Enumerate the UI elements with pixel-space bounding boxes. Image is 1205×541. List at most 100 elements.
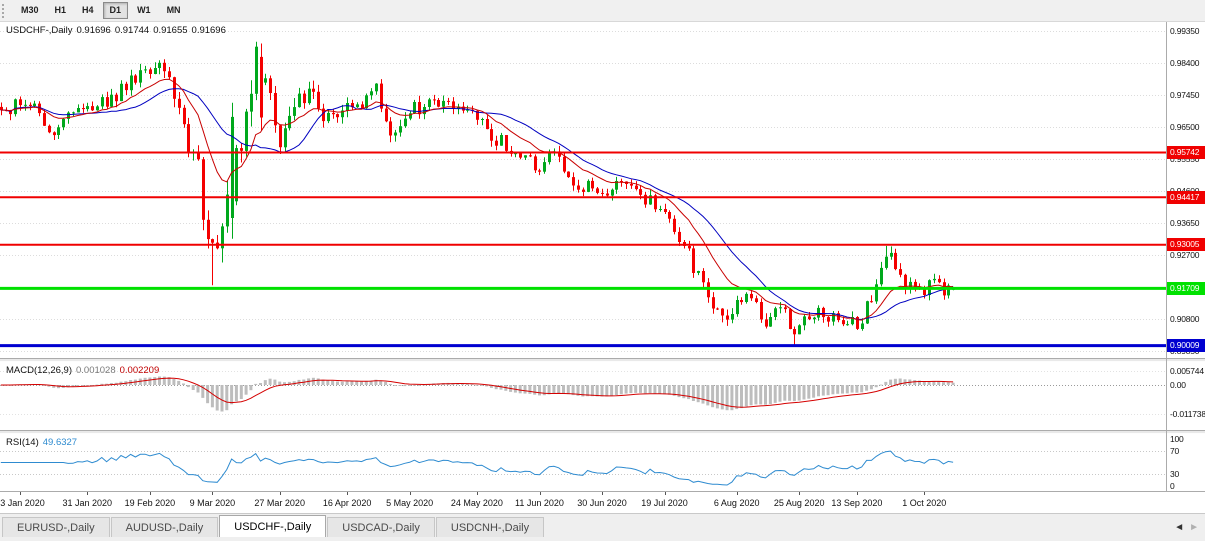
date-axis-label: 24 May 2020 xyxy=(450,498,503,508)
rsi-label: RSI(14) xyxy=(6,437,39,448)
price-line-badge: 0.95742 xyxy=(1167,146,1205,159)
date-axis-label: 16 Apr 2020 xyxy=(322,498,372,508)
chart-tab-eurusddaily[interactable]: EURUSD-,Daily xyxy=(2,517,110,537)
timeframe-button-h1[interactable]: H1 xyxy=(54,5,67,15)
date-tick xyxy=(856,492,858,495)
date-tick xyxy=(279,492,281,495)
price-axis-label: 0.98400 xyxy=(1170,58,1200,68)
tab-scroll-arrows: ◄ ► xyxy=(1174,523,1199,533)
price-axis-label: 0.93650 xyxy=(1170,218,1200,228)
axis-separator-line xyxy=(1166,22,1167,491)
macd-indicator-pane[interactable]: MACD(12,26,9) 0.001028 0.002209 xyxy=(0,362,1166,430)
price-line-badge: 0.93005 xyxy=(1167,238,1205,252)
date-axis-label: 9 Mar 2020 xyxy=(189,498,236,508)
price-line-badge: 0.91709 xyxy=(1167,281,1205,295)
rsi-axis-label: 70 xyxy=(1170,446,1180,457)
price-axis-label: 0.97450 xyxy=(1170,90,1200,100)
date-axis-label: 13 Jan 2020 xyxy=(0,498,45,508)
date-axis-label: 13 Sep 2020 xyxy=(831,498,883,508)
macd-axis-label: 0.00 xyxy=(1170,380,1186,390)
macd-axis-label: -0.011738 xyxy=(1170,408,1205,419)
macd-title: MACD(12,26,9) 0.001028 0.002209 xyxy=(6,365,163,376)
date-axis-label: 25 Aug 2020 xyxy=(773,498,825,508)
date-axis-label: 6 Aug 2020 xyxy=(713,498,760,508)
date-axis-label: 5 May 2020 xyxy=(386,498,434,508)
macd-axis: 0.005744 0.00 -0.011738 xyxy=(1167,362,1205,430)
main-chart-pane[interactable]: USDCHF-,Daily 0.91696 0.91744 0.91655 0.9169… xyxy=(0,22,1166,358)
rsi-axis-label: 0 xyxy=(1170,481,1175,491)
chart-tab-audusddaily[interactable]: AUDUSD-,Daily xyxy=(110,517,219,537)
macd-chart xyxy=(0,371,1166,415)
rsi-title: RSI(14) 49.6327 xyxy=(6,437,81,448)
date-tick xyxy=(20,492,21,495)
rsi-line xyxy=(0,450,954,486)
macd-axis-label: 0.005744 xyxy=(1170,365,1204,376)
chart-tab-usdcaddaily[interactable]: USDCAD-,Daily xyxy=(327,517,435,537)
macd-main-value: 0.001028 xyxy=(76,365,116,376)
timeframe-button-m30[interactable]: M30 xyxy=(21,5,39,15)
chart-ohlc-title: USDCHF-,Daily 0.91696 0.91744 0.91655 0.9169… xyxy=(6,25,230,36)
date-axis-label: 19 Feb 2020 xyxy=(124,498,176,508)
price-axis-label: 0.95550 xyxy=(1170,154,1200,164)
date-tick xyxy=(799,492,801,495)
pane-splitter-macd[interactable] xyxy=(0,358,1205,362)
date-tick xyxy=(409,492,411,495)
date-tick xyxy=(539,492,541,495)
chart-open-value: 0.91696 xyxy=(76,25,111,36)
date-axis-label: 19 Jul 2020 xyxy=(641,498,688,508)
date-tick xyxy=(476,492,478,495)
chart-tab-usdcnhdaily[interactable]: USDCNH-,Daily xyxy=(435,517,545,537)
chart-tab-usdchfdaily[interactable]: USDCHF-,Daily xyxy=(219,515,327,537)
chart-symbol-period: USDCHF-,Daily xyxy=(6,25,73,36)
tab-scroll-left-icon[interactable]: ◄ xyxy=(1174,522,1185,533)
candlestick-series xyxy=(0,41,955,346)
tab-scroll-right-icon[interactable]: ► xyxy=(1189,522,1199,533)
price-axis-label: 0.90800 xyxy=(1170,314,1200,324)
date-axis-label: 27 Mar 2020 xyxy=(254,498,305,508)
date-tick xyxy=(924,492,926,495)
timeframe-buttons: M30 H1 H4 D1 W1 MN xyxy=(13,2,189,19)
timeframe-button-mn[interactable]: MN xyxy=(166,5,181,15)
price-axis-label: 0.92700 xyxy=(1170,250,1200,260)
toolbar-grip-handle[interactable] xyxy=(2,3,8,18)
chart-close-value: 0.91696 xyxy=(191,25,226,36)
macd-label: MACD(12,26,9) xyxy=(6,365,72,376)
date-tick xyxy=(736,492,738,495)
rsi-indicator-pane[interactable]: RSI(14) 49.6327 xyxy=(0,434,1166,491)
timeframe-button-w1[interactable]: W1 xyxy=(137,5,151,15)
date-tick xyxy=(602,492,603,495)
macd-histogram xyxy=(0,376,955,412)
rsi-axis-label: 30 xyxy=(1170,468,1180,479)
price-axis-label: 0.99350 xyxy=(1170,26,1200,36)
date-axis: 13 Jan 2020 31 Jan 2020 19 Feb 2020 9 Mar 2… xyxy=(0,491,1205,513)
timeframe-toolbar: M30 H1 H4 D1 W1 MN xyxy=(0,0,1205,22)
date-tick xyxy=(664,492,666,495)
chart-high-value: 0.91744 xyxy=(114,25,150,36)
chart-tabbar: EURUSD-,Daily AUDUSD-,Daily USDCHF-,Daily U… xyxy=(0,513,1205,541)
macd-signal-line xyxy=(0,377,954,408)
pane-splitter-rsi[interactable] xyxy=(0,430,1205,434)
date-tick xyxy=(149,492,151,495)
moving-average-21 xyxy=(0,88,954,320)
price-line-badge: 0.90009 xyxy=(1167,339,1205,353)
candlestick-chart xyxy=(0,31,1166,352)
rsi-chart xyxy=(0,450,1166,486)
rsi-value: 49.6327 xyxy=(42,437,78,448)
macd-signal-value: 0.002209 xyxy=(119,365,160,376)
date-axis-label: 30 Jun 2020 xyxy=(577,498,627,508)
moving-average-13 xyxy=(0,78,954,321)
date-tick xyxy=(87,492,89,495)
date-axis-label: 11 Jun 2020 xyxy=(515,498,564,508)
rsi-axis: 100 70 30 0 xyxy=(1167,434,1205,491)
price-line-badge: 0.94417 xyxy=(1167,190,1205,204)
chart-tabs: EURUSD-,Daily AUDUSD-,Daily USDCHF-,Daily U… xyxy=(2,515,545,537)
timeframe-button-d1[interactable]: D1 xyxy=(102,2,129,19)
timeframe-button-h4[interactable]: H4 xyxy=(82,5,94,15)
date-axis-label: 31 Jan 2020 xyxy=(62,498,113,508)
date-axis-label: 1 Oct 2020 xyxy=(902,498,947,508)
chart-low-value: 0.91655 xyxy=(153,25,188,36)
price-axis: 0.993500.984000.974500.965000.955500.946… xyxy=(1167,22,1205,358)
price-axis-label: 0.96500 xyxy=(1170,122,1200,132)
rsi-axis-label: 100 xyxy=(1170,434,1184,444)
date-tick xyxy=(212,492,214,495)
